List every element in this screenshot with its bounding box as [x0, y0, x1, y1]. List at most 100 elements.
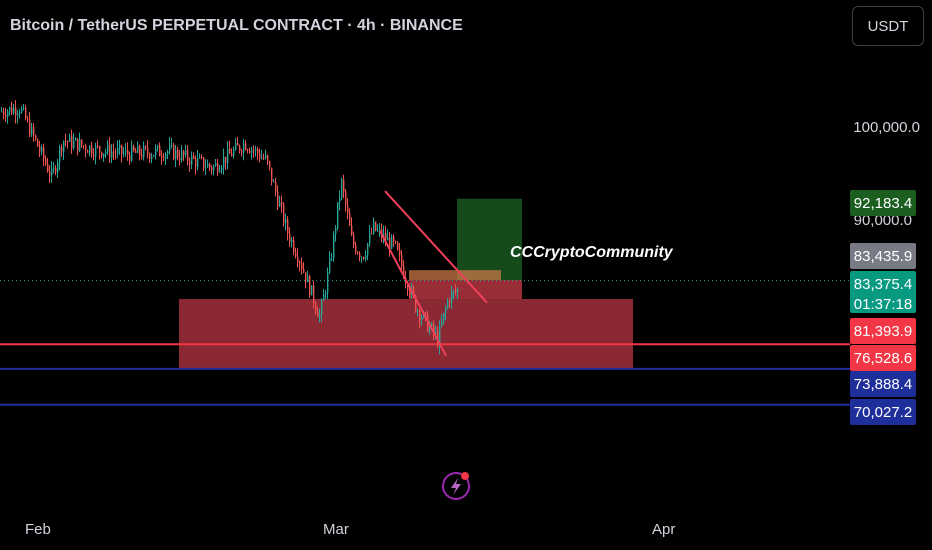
drawings-layer	[0, 198, 850, 406]
candle-body	[235, 142, 237, 150]
candle-body	[163, 157, 165, 159]
candle-body	[321, 300, 323, 315]
candle-body	[279, 202, 281, 207]
price-badge	[850, 371, 916, 397]
candle-body	[203, 157, 205, 169]
candle-body	[425, 312, 427, 314]
candle-body	[343, 179, 345, 192]
price-badges: 92,183.4 83,435.9 83,375.4 01:37:18 81,393.9…	[850, 190, 916, 425]
candle-body	[115, 152, 117, 154]
candle-body	[159, 145, 161, 157]
candle-body	[275, 181, 277, 192]
candle-body	[73, 140, 75, 148]
candle-body	[339, 197, 341, 203]
candle-body	[21, 108, 23, 113]
candle-body	[251, 149, 253, 153]
candle-body	[421, 317, 423, 321]
candle-body	[431, 323, 433, 327]
candle-body	[377, 229, 379, 231]
candle-body	[25, 107, 27, 120]
candle-body	[211, 167, 213, 171]
candle-body	[89, 145, 91, 153]
candle-body	[35, 135, 37, 140]
x-tick-label: Apr	[652, 521, 675, 538]
candle-body	[317, 310, 319, 317]
candle-body	[147, 147, 149, 154]
candle-body	[371, 232, 373, 234]
candle-body	[403, 266, 405, 278]
candle-body	[81, 139, 83, 146]
candle-body	[117, 147, 119, 154]
candle-body	[241, 150, 243, 153]
candle-body	[153, 154, 155, 157]
candle-body	[313, 285, 315, 304]
candle-body	[291, 239, 293, 243]
candle-body	[145, 146, 147, 148]
candle-body	[401, 254, 403, 267]
candle-body	[397, 242, 399, 250]
candle-body	[303, 269, 305, 273]
x-tick-label: Mar	[323, 521, 349, 538]
candle-body	[177, 149, 179, 158]
candle-body	[49, 171, 51, 176]
candle-body	[157, 145, 159, 149]
candle-body	[357, 252, 359, 254]
candle-body	[57, 162, 59, 173]
candle-body	[187, 149, 189, 161]
candle-body	[201, 156, 203, 158]
candle-body	[245, 143, 247, 150]
candle-body	[175, 149, 177, 160]
candle-body	[37, 139, 39, 147]
price-badge-label: 92,183.4	[854, 195, 912, 212]
candle-body	[455, 290, 457, 292]
candle-body	[445, 307, 447, 313]
entry-box	[409, 270, 501, 281]
candle-body	[191, 155, 193, 165]
candle-body	[3, 111, 5, 115]
candle-body	[139, 145, 141, 155]
currency-button[interactable]: USDT	[852, 6, 924, 46]
candle-body	[67, 141, 69, 143]
candle-body	[87, 150, 89, 153]
stop-box	[409, 280, 522, 300]
candle-body	[83, 145, 85, 147]
price-badge	[850, 345, 916, 371]
candle-body	[379, 229, 381, 231]
candle-body	[103, 153, 105, 157]
candle-body	[347, 205, 349, 214]
candle-body	[221, 167, 223, 171]
candle-body	[193, 155, 195, 159]
candle-body	[287, 219, 289, 234]
candle-body	[417, 310, 419, 312]
candle-body	[263, 157, 265, 159]
candle-body	[79, 139, 81, 151]
wedge-upper-line	[384, 190, 488, 304]
candle-body	[261, 157, 263, 159]
candle-body	[51, 168, 53, 176]
candle-body	[271, 167, 273, 182]
candle-body	[39, 146, 41, 152]
candle-body	[5, 114, 7, 118]
candle-body	[189, 160, 191, 165]
candle-body	[209, 164, 211, 168]
candle-body	[9, 107, 11, 112]
candle-body	[137, 145, 139, 153]
candle-body	[7, 111, 9, 118]
price-badge-label: 76,528.6	[854, 350, 912, 367]
candle-body	[171, 144, 173, 146]
candle-body	[295, 252, 297, 257]
candle-body	[97, 145, 99, 147]
flash-alert-icon[interactable]	[442, 472, 470, 500]
candle-body	[293, 239, 295, 253]
candle-body	[125, 149, 127, 153]
candle-body	[205, 167, 207, 169]
candle-body	[365, 255, 367, 260]
candle-body	[227, 148, 229, 164]
candle-body	[429, 326, 431, 332]
candle-body	[169, 145, 171, 152]
candle-body	[367, 243, 369, 256]
candle-body	[155, 148, 157, 155]
candle-body	[383, 233, 385, 238]
candle-body	[443, 312, 445, 323]
